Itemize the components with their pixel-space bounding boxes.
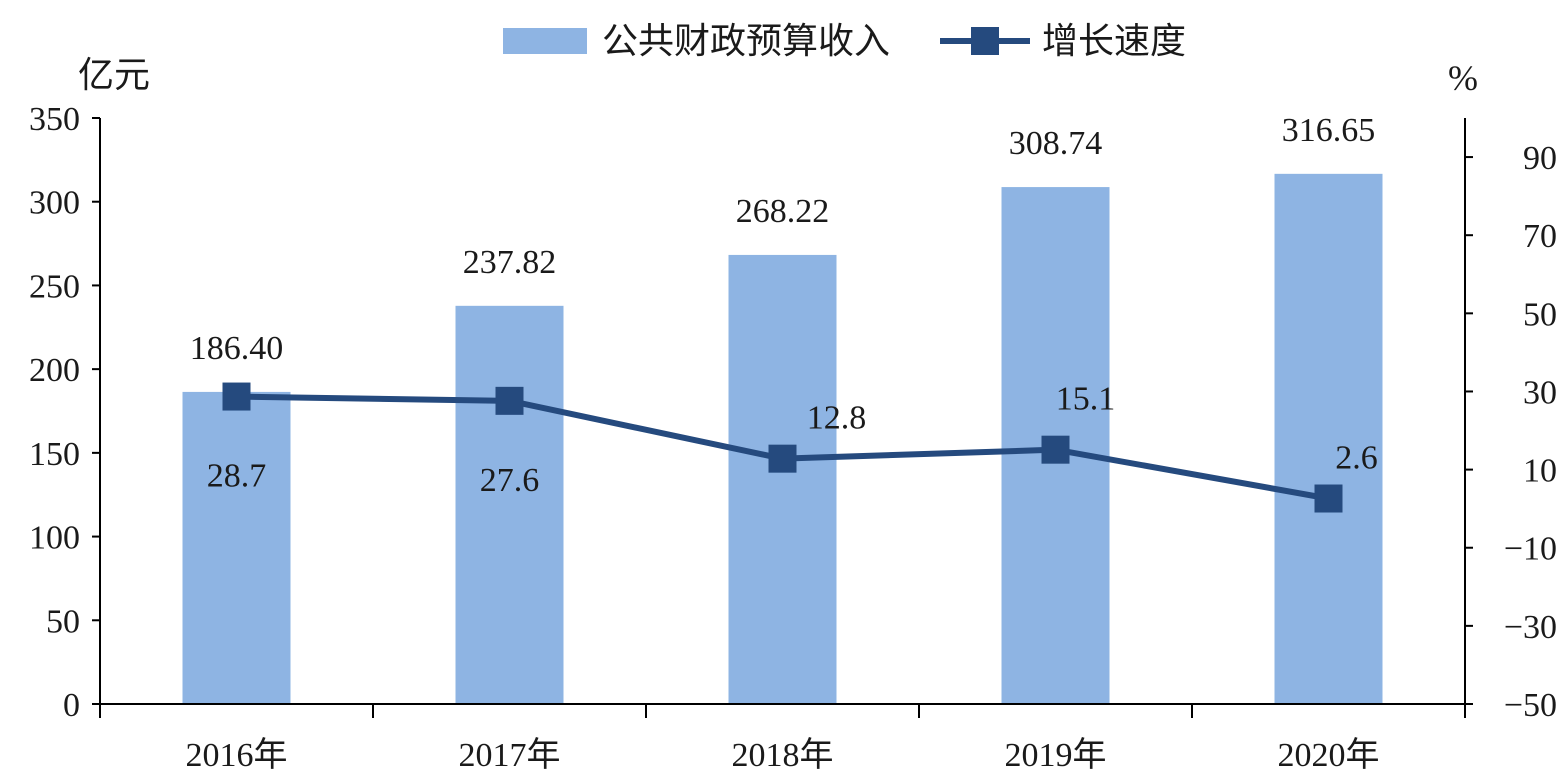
right-tick-label-0: −50 — [1504, 687, 1557, 724]
x-tick-label-3: 2019年 — [1005, 736, 1107, 774]
bar-label-2: 268.22 — [736, 193, 830, 230]
bar-0 — [182, 391, 291, 704]
right-tick-label-6: 70 — [1523, 218, 1557, 255]
line-marker-0 — [222, 382, 251, 411]
x-axis-ticks: 2016年 2017年 2018年 2019年 2020年 — [99, 704, 1466, 774]
left-tick-label-1: 50 — [46, 603, 80, 640]
bar-4 — [1274, 173, 1383, 705]
bar-label-0: 186.40 — [190, 330, 284, 367]
bar-label-1: 237.82 — [463, 244, 557, 281]
right-axis-ticks: −50 −30 −10 10 30 50 70 90 — [1465, 140, 1557, 724]
line-label-4: 2.6 — [1335, 440, 1378, 477]
legend-label-bar: 公共财政预算收入 — [602, 21, 890, 62]
x-tick-label-0: 2016年 — [186, 736, 288, 774]
left-tick-label-0: 0 — [63, 687, 80, 724]
left-tick-label-5: 250 — [29, 268, 80, 305]
legend-marker-line — [971, 27, 999, 55]
left-axis-unit: 亿元 — [78, 55, 150, 96]
x-tick-label-4: 2020年 — [1278, 736, 1380, 774]
line-label-1: 27.6 — [480, 462, 540, 499]
left-tick-label-3: 150 — [29, 436, 80, 473]
right-tick-label-1: −30 — [1504, 609, 1557, 646]
bar-label-4: 316.65 — [1282, 112, 1376, 149]
x-tick-label-1: 2017年 — [459, 736, 561, 774]
legend-swatch-bar — [503, 28, 587, 54]
right-tick-label-5: 50 — [1523, 296, 1557, 333]
legend: 公共财政预算收入 增长速度 — [503, 21, 1186, 62]
axes — [99, 118, 1466, 705]
x-tick-label-2: 2018年 — [732, 736, 834, 774]
bar-series — [182, 173, 1383, 705]
line-label-2: 12.8 — [807, 400, 867, 437]
line-labels: 28.7 27.6 12.8 15.1 2.6 — [207, 381, 1378, 499]
right-tick-label-2: −10 — [1504, 531, 1557, 568]
bar-label-3: 308.74 — [1009, 125, 1103, 162]
legend-label-line: 增长速度 — [1042, 21, 1186, 62]
bar-1 — [455, 305, 564, 704]
right-tick-label-4: 30 — [1523, 374, 1557, 411]
right-tick-label-7: 90 — [1523, 140, 1557, 177]
bar-2 — [728, 254, 837, 704]
bar-labels: 186.40 237.82 268.22 308.74 316.65 — [190, 112, 1376, 367]
line-marker-3 — [1041, 435, 1070, 464]
line-marker-2 — [768, 444, 797, 473]
left-axis-ticks: 0 50 100 150 200 250 300 350 — [29, 101, 100, 724]
left-tick-label-2: 100 — [29, 520, 80, 557]
right-tick-label-3: 10 — [1523, 453, 1557, 490]
left-tick-label-4: 200 — [29, 352, 80, 389]
line-series — [222, 382, 1343, 513]
line-label-0: 28.7 — [207, 458, 267, 495]
left-tick-label-6: 300 — [29, 185, 80, 222]
line-marker-1 — [495, 386, 524, 415]
line-label-3: 15.1 — [1056, 381, 1116, 418]
left-tick-label-7: 350 — [29, 101, 80, 138]
line-marker-4 — [1314, 484, 1343, 513]
right-axis-unit: % — [1448, 58, 1478, 98]
